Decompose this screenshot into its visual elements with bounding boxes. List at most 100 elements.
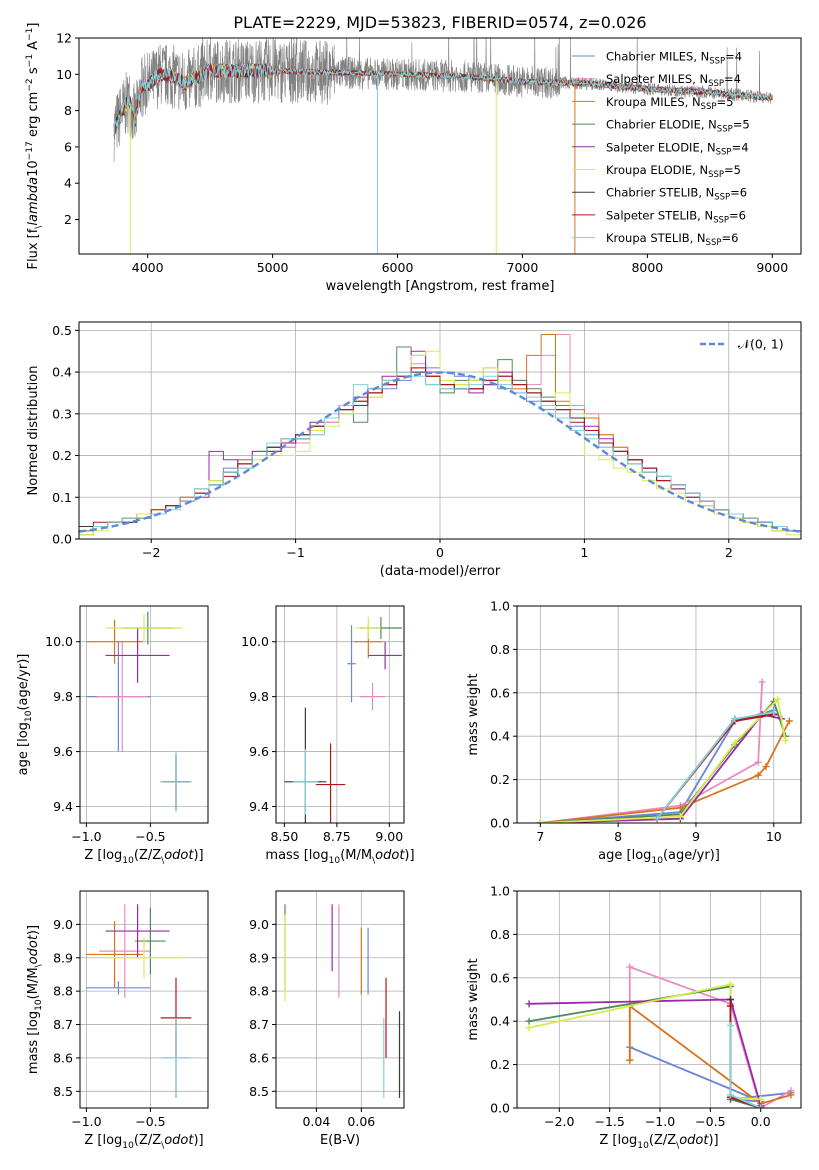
mass-weight-marker: [727, 1002, 735, 1010]
mass-vs-metallicity-panel: −1.0 −0.5 8.5 8.6 8.7 8.8 8.9 9.0 Z [log10(Z/Z\o…: [26, 890, 209, 1151]
mass-weight-marker: [727, 1091, 735, 1099]
x-tick-label: −2.0: [544, 1114, 574, 1129]
y-tick-label: 8.7: [53, 1017, 73, 1032]
y-tick-label: 9.0: [249, 917, 269, 932]
y-tick-label: 8.5: [249, 1084, 269, 1099]
y-tick-label: 8.7: [249, 1017, 269, 1032]
mass-weight-marker: [774, 695, 782, 703]
y-tick-label: 0.5: [52, 323, 72, 338]
y-tick-label: 9.8: [249, 689, 269, 704]
x-axis-label: mass [log10(M/M\odot)]: [265, 848, 414, 866]
mass-weight-marker: [525, 1017, 533, 1025]
legend-entry: Salpeter MILES, NSSP=4: [606, 72, 741, 89]
x-tick-label: −1.0: [71, 829, 101, 844]
mass-weight-marker: [626, 1056, 634, 1064]
y-axis-label: mass weight: [466, 958, 481, 1040]
y-tick-label: 8.8: [53, 984, 73, 999]
legend-entry: Kroupa ELODIE, NSSP=5: [606, 163, 741, 180]
residual-histogram: [79, 371, 801, 532]
x-axis-label: wavelength [Angstrom, rest frame]: [326, 279, 555, 294]
y-tick-label: 4: [64, 176, 72, 191]
y-tick-label: 9.4: [249, 799, 269, 814]
model-spectrum: [113, 62, 773, 137]
x-tick-label: 4000: [132, 260, 164, 275]
x-axis-label: Z [log10(Z/Z\odot)]: [84, 1133, 203, 1151]
mass-weight-line: [628, 1004, 792, 1105]
legend-entry: Chabrier MILES, NSSP=4: [606, 50, 742, 67]
x-tick-label: 0.06: [347, 1114, 375, 1129]
x-tick-label: 9: [692, 829, 700, 844]
axes-frame: [516, 605, 802, 824]
x-tick-label: 0.0: [751, 1114, 771, 1129]
y-tick-label: 0.4: [52, 365, 72, 380]
y-axis-label: mass [log10(M/M\odot)]: [26, 925, 44, 1074]
mass-weight-marker: [785, 717, 793, 725]
y-tick-label: 9.0: [53, 917, 73, 932]
mass-weight-line: [540, 709, 775, 823]
age-vs-metallicity-panel: −1.0 −0.5 9.4 9.6 9.8 10.0 Z [log10(Z/Z\odot)]…: [16, 605, 209, 866]
y-tick-label: 0.2: [490, 1057, 510, 1072]
mass-weight-marker: [762, 763, 770, 771]
x-tick-label: 7: [536, 829, 544, 844]
x-axis-label: age [log10(age/yr)]: [598, 848, 720, 866]
x-tick-label: −1.0: [71, 1114, 101, 1129]
mass-weight-marker: [754, 771, 762, 779]
x-tick-label: 7000: [507, 260, 539, 275]
y-tick-label: 8.8: [249, 984, 269, 999]
y-tick-label: 0.8: [490, 642, 510, 657]
x-tick-label: 9000: [756, 260, 788, 275]
mass-weight-marker: [727, 1022, 735, 1030]
y-tick-label: 0.0: [490, 1101, 510, 1116]
mass-weight-line: [656, 713, 774, 820]
y-tick-label: 1.0: [490, 884, 510, 899]
y-tick-label: 9.6: [53, 744, 73, 759]
y-tick-label: 0.0: [52, 532, 72, 547]
y-tick-label: 8.5: [53, 1084, 73, 1099]
residuals-panel: −2 −1 0 1 2 0.0 0.1 0.2 0.3 0.4 0.5 (data-model)/er…: [26, 321, 802, 579]
x-tick-label: −1: [286, 545, 304, 560]
mass-weight-marker: [676, 804, 684, 812]
x-axis-label: Z [log10(Z/Z\odot)]: [599, 1133, 718, 1151]
axes-frame: [275, 890, 405, 1109]
x-tick-label: 2: [725, 545, 733, 560]
y-axis-label: age [log10(age/yr)]: [16, 654, 34, 776]
x-axis-label: E(B-V): [320, 1133, 360, 1148]
x-tick-label: 8.75: [323, 829, 351, 844]
x-tick-label: 0.04: [302, 1114, 330, 1129]
y-tick-label: 10: [56, 67, 72, 82]
mass-weight-line: [540, 713, 782, 823]
y-axis-label: mass weight: [466, 673, 481, 755]
x-axis-label: Z [log10(Z/Z\odot)]: [84, 848, 203, 866]
y-tick-label: 10.0: [241, 634, 269, 649]
mass-weight-marker: [757, 1095, 765, 1103]
y-tick-label: 9.8: [53, 689, 73, 704]
mass-weight-line: [540, 681, 763, 823]
spectrum-title: PLATE=2229, MJD=53823, FIBERID=0574, z=0…: [233, 13, 646, 32]
legend-entry: Salpeter STELIB, NSSP=6: [606, 208, 746, 225]
y-tick-label: 10.0: [45, 634, 73, 649]
y-tick-label: 0.6: [490, 685, 510, 700]
x-tick-label: 10: [766, 829, 782, 844]
x-axis-label: (data-model)/error: [380, 564, 501, 579]
mass-weight-marker: [770, 708, 778, 716]
x-tick-label: −1.5: [594, 1114, 624, 1129]
y-tick-label: 0.0: [490, 816, 510, 831]
y-tick-label: 0.1: [52, 490, 72, 505]
y-tick-label: 9.4: [53, 799, 73, 814]
x-tick-label: 8: [614, 829, 622, 844]
x-tick-label: −0.5: [135, 829, 165, 844]
mass-weight-marker: [731, 739, 739, 747]
mass-weight-marker: [676, 812, 684, 820]
mass-weight-marker: [536, 819, 544, 823]
y-axis-label: Normed distribution: [26, 366, 41, 496]
y-tick-label: 8.6: [249, 1050, 269, 1065]
y-tick-label: 0.6: [490, 970, 510, 985]
x-tick-label: −0.5: [135, 1114, 165, 1129]
mass-weight-marker: [758, 678, 766, 686]
x-tick-label: 6000: [382, 260, 414, 275]
mass-weight-marker: [727, 980, 735, 988]
mass-weight-marker: [525, 1000, 533, 1008]
normal-reference-curve: [79, 371, 801, 533]
axes-frame: [79, 605, 209, 824]
